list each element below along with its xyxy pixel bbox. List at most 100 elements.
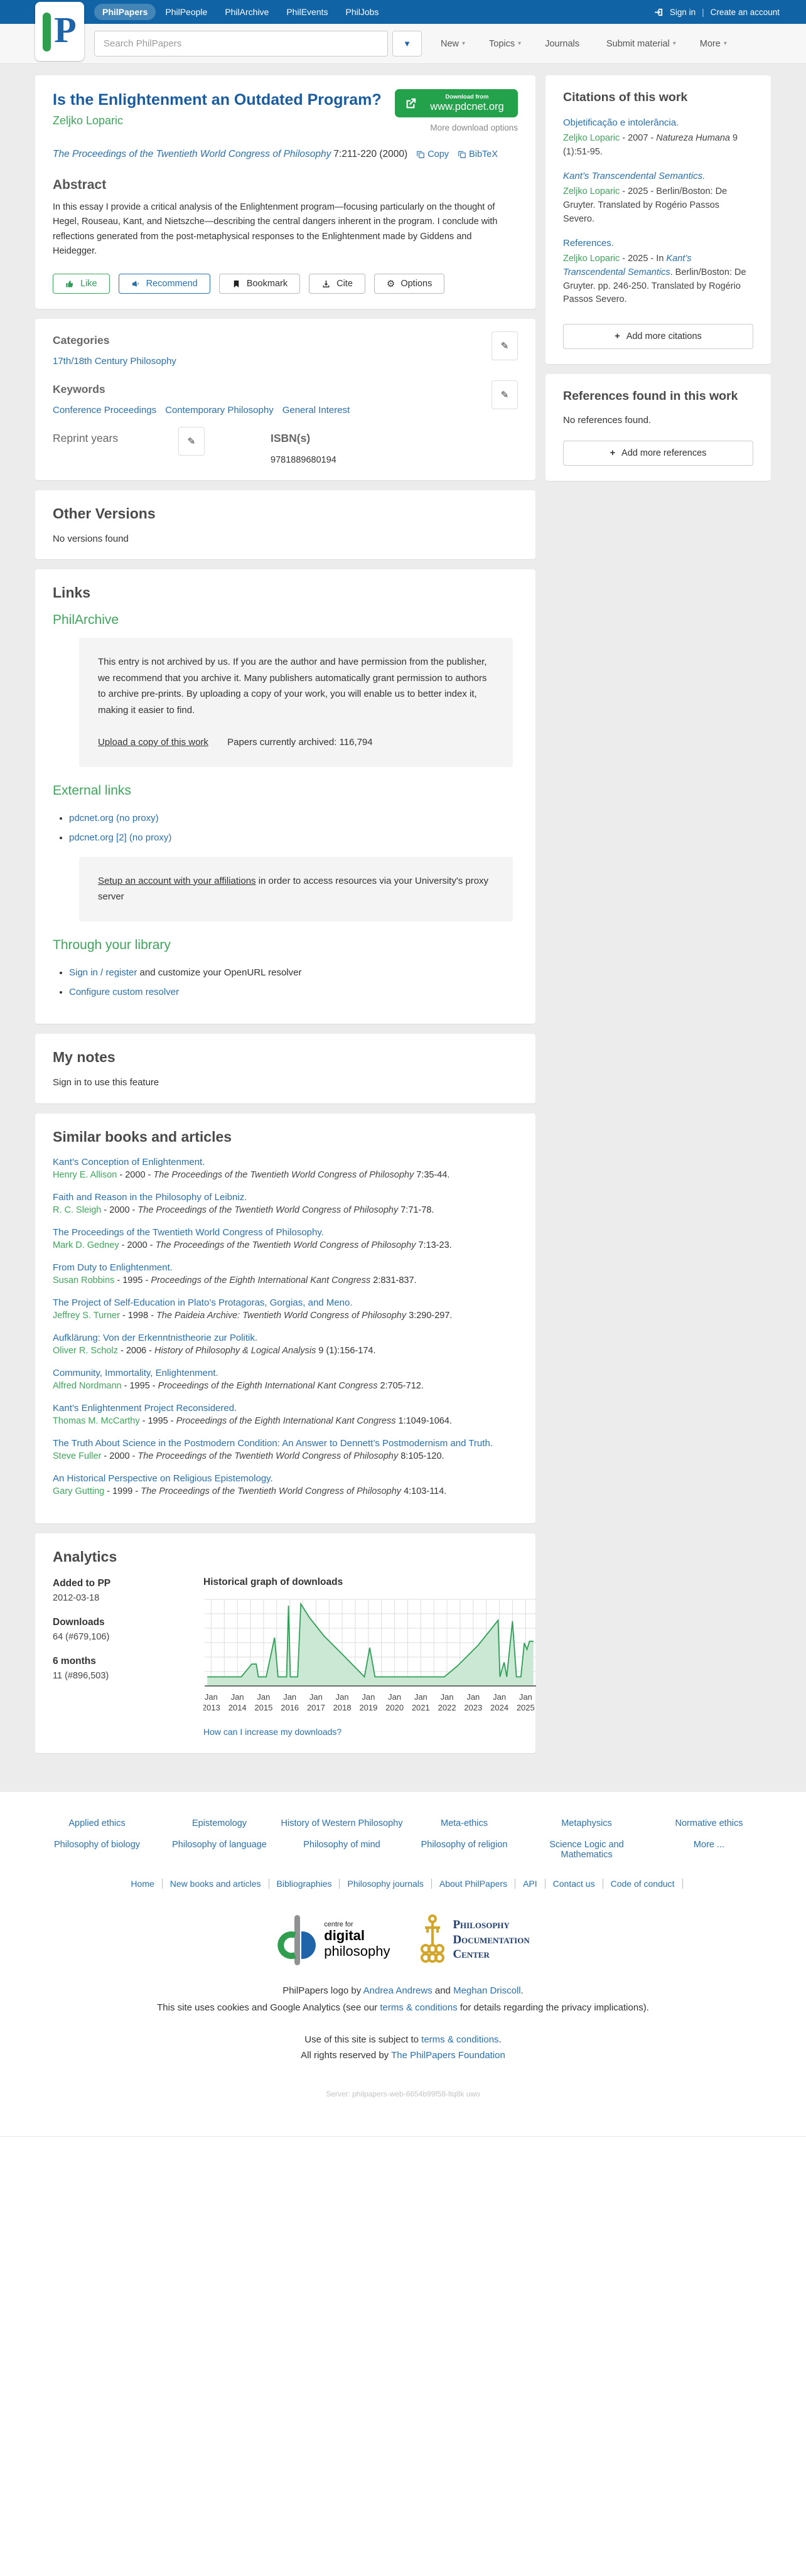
similar-item-title-link[interactable]: An Historical Perspective on Religious E… — [53, 1473, 273, 1484]
citation-title-link[interactable]: Objetificação e intolerância. — [563, 117, 679, 128]
similar-item-title-link[interactable]: From Duty to Enlightenment. — [53, 1262, 173, 1273]
top-nav-item[interactable]: PhilEvents — [286, 7, 328, 17]
external-link[interactable]: pdcnet.org [2] (no proxy) — [69, 832, 172, 843]
footer-nav-link[interactable]: About PhilPapers — [432, 1878, 516, 1889]
credit-link[interactable]: Andrea Andrews — [363, 1985, 433, 1996]
centre-for-digital-philosophy-logo[interactable]: centre for digital philosophy — [276, 1914, 390, 1967]
top-nav-item[interactable]: PhilArchive — [225, 7, 269, 17]
cite-button[interactable]: Cite — [309, 274, 365, 294]
footer-topic-link[interactable]: Epistemology — [191, 1818, 247, 1828]
footer-topic-link[interactable]: Science Logic and Mathematics — [549, 1839, 624, 1860]
journal-link[interactable]: The Proceedings of the Twentieth World C… — [53, 149, 331, 160]
download-button[interactable]: Download from www.pdcnet.org — [395, 89, 518, 117]
philosophy-documentation-center-logo[interactable]: Philosophy Documentation Center — [420, 1914, 530, 1967]
bookmark-button[interactable]: Bookmark — [218, 274, 301, 294]
top-nav-item[interactable]: PhilPapers — [94, 4, 156, 20]
similar-item-title-link[interactable]: Faith and Reason in the Philosophy of Le… — [53, 1191, 247, 1203]
footer-topic-link[interactable]: Applied ethics — [68, 1818, 126, 1828]
similar-item-author-link[interactable]: Steve Fuller — [53, 1451, 102, 1461]
upload-copy-link[interactable]: Upload a copy of this work — [98, 737, 208, 748]
footer-topic-link[interactable]: Philosophy of religion — [421, 1839, 508, 1850]
terms-link[interactable]: terms & conditions — [421, 2034, 499, 2045]
setup-account-link[interactable]: Setup an account with your affiliations — [98, 875, 256, 886]
citations-heading: Citations of this work — [563, 90, 688, 104]
sign-in-link[interactable]: Sign in — [669, 7, 696, 17]
add-citations-button[interactable]: + Add more citations — [563, 324, 753, 349]
similar-item-author-link[interactable]: Thomas M. McCarthy — [53, 1415, 140, 1426]
search-scope-dropdown[interactable]: ▼ — [392, 31, 422, 56]
create-account-link[interactable]: Create an account — [710, 7, 780, 17]
similar-item-author-link[interactable]: Alfred Nordmann — [53, 1380, 122, 1391]
footer-topic-link[interactable]: Philosophy of biology — [53, 1839, 141, 1850]
archive-notice-text: This entry is not archived by us. If you… — [98, 657, 487, 716]
menu-item[interactable]: Submit material ▾ — [606, 38, 676, 49]
credit-link[interactable]: Meghan Driscoll — [453, 1985, 521, 1996]
similar-item-title-link[interactable]: The Truth About Science in the Postmoder… — [53, 1437, 493, 1449]
keyword-link[interactable]: General Interest — [282, 405, 350, 416]
similar-item-author-link[interactable]: R. C. Sleigh — [53, 1205, 102, 1215]
download-site-label: www.pdcnet.org — [430, 101, 504, 112]
footer-nav-link[interactable]: Code of conduct — [603, 1878, 683, 1889]
top-nav-item[interactable]: PhilJobs — [345, 7, 379, 17]
notes-sign-in-link[interactable]: Sign in to use this feature — [53, 1076, 159, 1088]
similar-item-author-link[interactable]: Jeffrey S. Turner — [53, 1310, 120, 1321]
citation-author-link[interactable]: Zeljko Loparic — [563, 132, 620, 143]
copy-citation-link[interactable]: Copy — [416, 149, 449, 159]
citation-title-link[interactable]: Kant’s Transcendental Semantics. — [563, 171, 706, 182]
menu-item[interactable]: Topics ▾ — [489, 38, 522, 49]
add-references-button[interactable]: + Add more references — [563, 441, 753, 466]
recommend-button[interactable]: Recommend — [118, 274, 210, 294]
footer-topic-link[interactable]: Meta-ethics — [441, 1818, 488, 1828]
search-input[interactable] — [94, 31, 388, 56]
footer-nav-link[interactable]: API — [515, 1878, 545, 1889]
category-link[interactable]: 17th/18th Century Philosophy — [53, 356, 176, 367]
footer-topic-link[interactable]: More ... — [693, 1839, 725, 1850]
increase-downloads-link[interactable]: How can I increase my downloads? — [203, 1726, 342, 1737]
similar-item-title-link[interactable]: Community, Immortality, Enlightenment. — [53, 1367, 218, 1378]
menu-item[interactable]: New ▾ — [441, 38, 466, 49]
similar-item-title-link[interactable]: Aufklärung: Von der Erkenntnistheorie zu… — [53, 1332, 258, 1343]
keyword-link[interactable]: Contemporary Philosophy — [165, 405, 274, 416]
reprint-years-heading: Reprint years — [53, 432, 119, 444]
external-link[interactable]: pdcnet.org (no proxy) — [69, 812, 159, 824]
footer-topic-link[interactable]: Philosophy of mind — [303, 1839, 380, 1850]
philpapers-foundation-link[interactable]: The PhilPapers Foundation — [391, 2049, 505, 2061]
menu-item[interactable]: Journals — [545, 38, 579, 49]
citation-title-link[interactable]: References. — [563, 238, 614, 249]
similar-item-title-link[interactable]: The Project of Self-Education in Plato’s… — [53, 1297, 353, 1308]
footer-nav-link[interactable]: Contact us — [545, 1878, 603, 1889]
top-nav-item[interactable]: PhilPeople — [165, 7, 208, 17]
footer-topic-link[interactable]: History of Western Philosophy — [281, 1818, 403, 1828]
footer-topic-link[interactable]: Philosophy of language — [172, 1839, 267, 1850]
similar-item-title-link[interactable]: Kant’s Conception of Enlightenment. — [53, 1156, 205, 1167]
footer-topic-link[interactable]: Metaphysics — [561, 1818, 612, 1828]
philpapers-logo[interactable]: P — [35, 2, 84, 61]
footer-nav-link[interactable]: Home — [123, 1878, 163, 1889]
author-link[interactable]: Zeljko Loparic — [53, 114, 124, 127]
similar-item-author-link[interactable]: Henry E. Allison — [53, 1169, 117, 1180]
footer-topic-link[interactable]: Normative ethics — [675, 1818, 743, 1828]
edit-reprint-years-button[interactable]: ✎ — [178, 427, 205, 456]
edit-categories-button[interactable]: ✎ — [492, 331, 518, 360]
citation-author-link[interactable]: Zeljko Loparic — [563, 186, 620, 196]
footer-nav-link[interactable]: New books and articles — [163, 1878, 269, 1889]
more-download-options-link[interactable]: More download options — [430, 123, 518, 132]
menu-item[interactable]: More ▾ — [699, 38, 727, 49]
similar-item-title-link[interactable]: The Proceedings of the Twentieth World C… — [53, 1226, 324, 1238]
similar-item-author-link[interactable]: Mark D. Gedney — [53, 1240, 119, 1250]
edit-keywords-button[interactable]: ✎ — [492, 380, 518, 409]
like-button[interactable]: Like — [53, 274, 110, 294]
keyword-link[interactable]: Conference Proceedings — [53, 405, 157, 416]
terms-link[interactable]: terms & conditions — [380, 2002, 458, 2013]
citation-author-link[interactable]: Zeljko Loparic — [563, 254, 620, 264]
bibtex-link[interactable]: BibTeX — [458, 149, 498, 159]
footer-nav-link[interactable]: Philosophy journals — [340, 1878, 432, 1889]
similar-item-author-link[interactable]: Susan Robbins — [53, 1275, 115, 1285]
library-link[interactable]: Configure custom resolver — [69, 987, 180, 997]
similar-item-title-link[interactable]: Kant’s Enlightenment Project Reconsidere… — [53, 1402, 237, 1414]
options-button[interactable]: ⚙ Options — [373, 274, 445, 294]
similar-item-author-link[interactable]: Oliver R. Scholz — [53, 1345, 118, 1356]
similar-item-author-link[interactable]: Gary Gutting — [53, 1486, 105, 1496]
library-link[interactable]: Sign in / register — [69, 967, 137, 978]
footer-nav-link[interactable]: Bibliographies — [269, 1878, 340, 1889]
